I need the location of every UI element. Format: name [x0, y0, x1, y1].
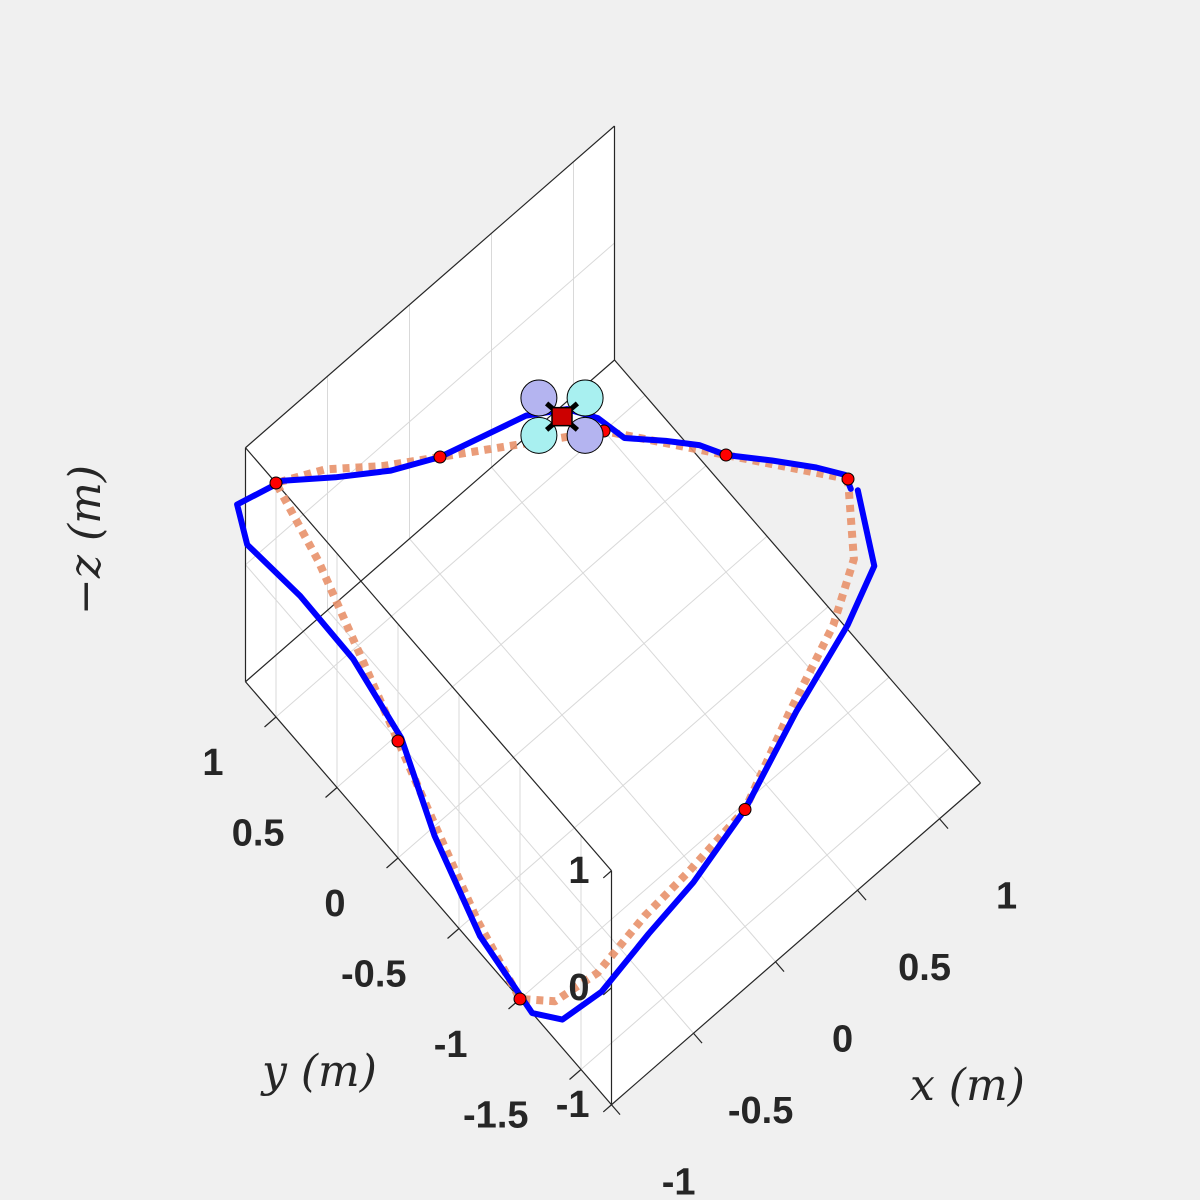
- z-tick-label: 0: [568, 967, 589, 1009]
- x-tick-mark: [857, 889, 867, 901]
- z-tick-label: -1: [556, 1084, 590, 1126]
- y-axis-label: y (m): [260, 1046, 377, 1097]
- waypoint-marker: [433, 450, 447, 464]
- actual-trajectory: [234, 406, 878, 1023]
- x-tick-mark: [775, 961, 785, 973]
- box-edge: [611, 782, 981, 1106]
- floor-grid-x: [573, 395, 940, 820]
- y-tick-label: 1: [202, 742, 223, 784]
- floor-grid-y: [580, 747, 951, 1070]
- floor-pane: [245, 360, 981, 1105]
- x-tick-label: 0.5: [898, 947, 951, 989]
- floor-grid-x: [327, 609, 694, 1034]
- y-tick-label: -1.5: [463, 1094, 528, 1136]
- floor-grid-x: [491, 466, 858, 891]
- y-tick-mark: [264, 716, 277, 728]
- quadrotor-icon: [520, 379, 604, 454]
- grid-lines: [245, 125, 981, 1106]
- waypoint-marker: [719, 448, 733, 462]
- y-tick-mark: [386, 857, 399, 869]
- y-tick-label: -0.5: [341, 953, 406, 995]
- y-tick-mark: [447, 928, 460, 939]
- z-tick-mark: [602, 870, 612, 879]
- y-tick-label: 0: [324, 883, 345, 925]
- box-edge: [245, 447, 612, 872]
- waypoint-marker: [841, 472, 855, 486]
- box-edge: [245, 681, 612, 1106]
- x-tick-mark: [693, 1032, 703, 1044]
- z-tick-mark: [602, 1104, 612, 1113]
- waypoint-marker: [269, 476, 283, 490]
- y-tick-mark: [569, 1069, 582, 1080]
- wall-grid-z: [245, 242, 615, 566]
- z-axis-label: −z (m): [60, 465, 111, 615]
- x-axis-label: x (m): [910, 1060, 1025, 1111]
- x-tick-label: 1: [996, 875, 1017, 917]
- y-tick-mark: [325, 787, 338, 798]
- x-tick-mark: [611, 1104, 621, 1116]
- floor-grid-x: [409, 538, 776, 963]
- x-tick-label: 0: [832, 1018, 853, 1060]
- waypoints: [269, 424, 855, 1006]
- x-tick-label: -1: [662, 1161, 696, 1200]
- wall-grid-z2: [245, 564, 612, 989]
- z-tick-label: 1: [568, 850, 589, 892]
- drone-body: [551, 406, 573, 427]
- actual-path: [234, 406, 878, 1023]
- waypoint-marker: [513, 992, 527, 1006]
- waypoint-marker: [391, 734, 405, 748]
- box-edge: [245, 125, 615, 449]
- y-tick-label: 0.5: [232, 812, 285, 854]
- x-tick-mark: [939, 818, 949, 830]
- waypoint-marker: [738, 803, 752, 816]
- y-tick-label: -1: [434, 1024, 468, 1066]
- z-tick-mark: [602, 987, 612, 996]
- x-tick-label: -0.5: [728, 1090, 793, 1132]
- box-edge: [614, 359, 981, 784]
